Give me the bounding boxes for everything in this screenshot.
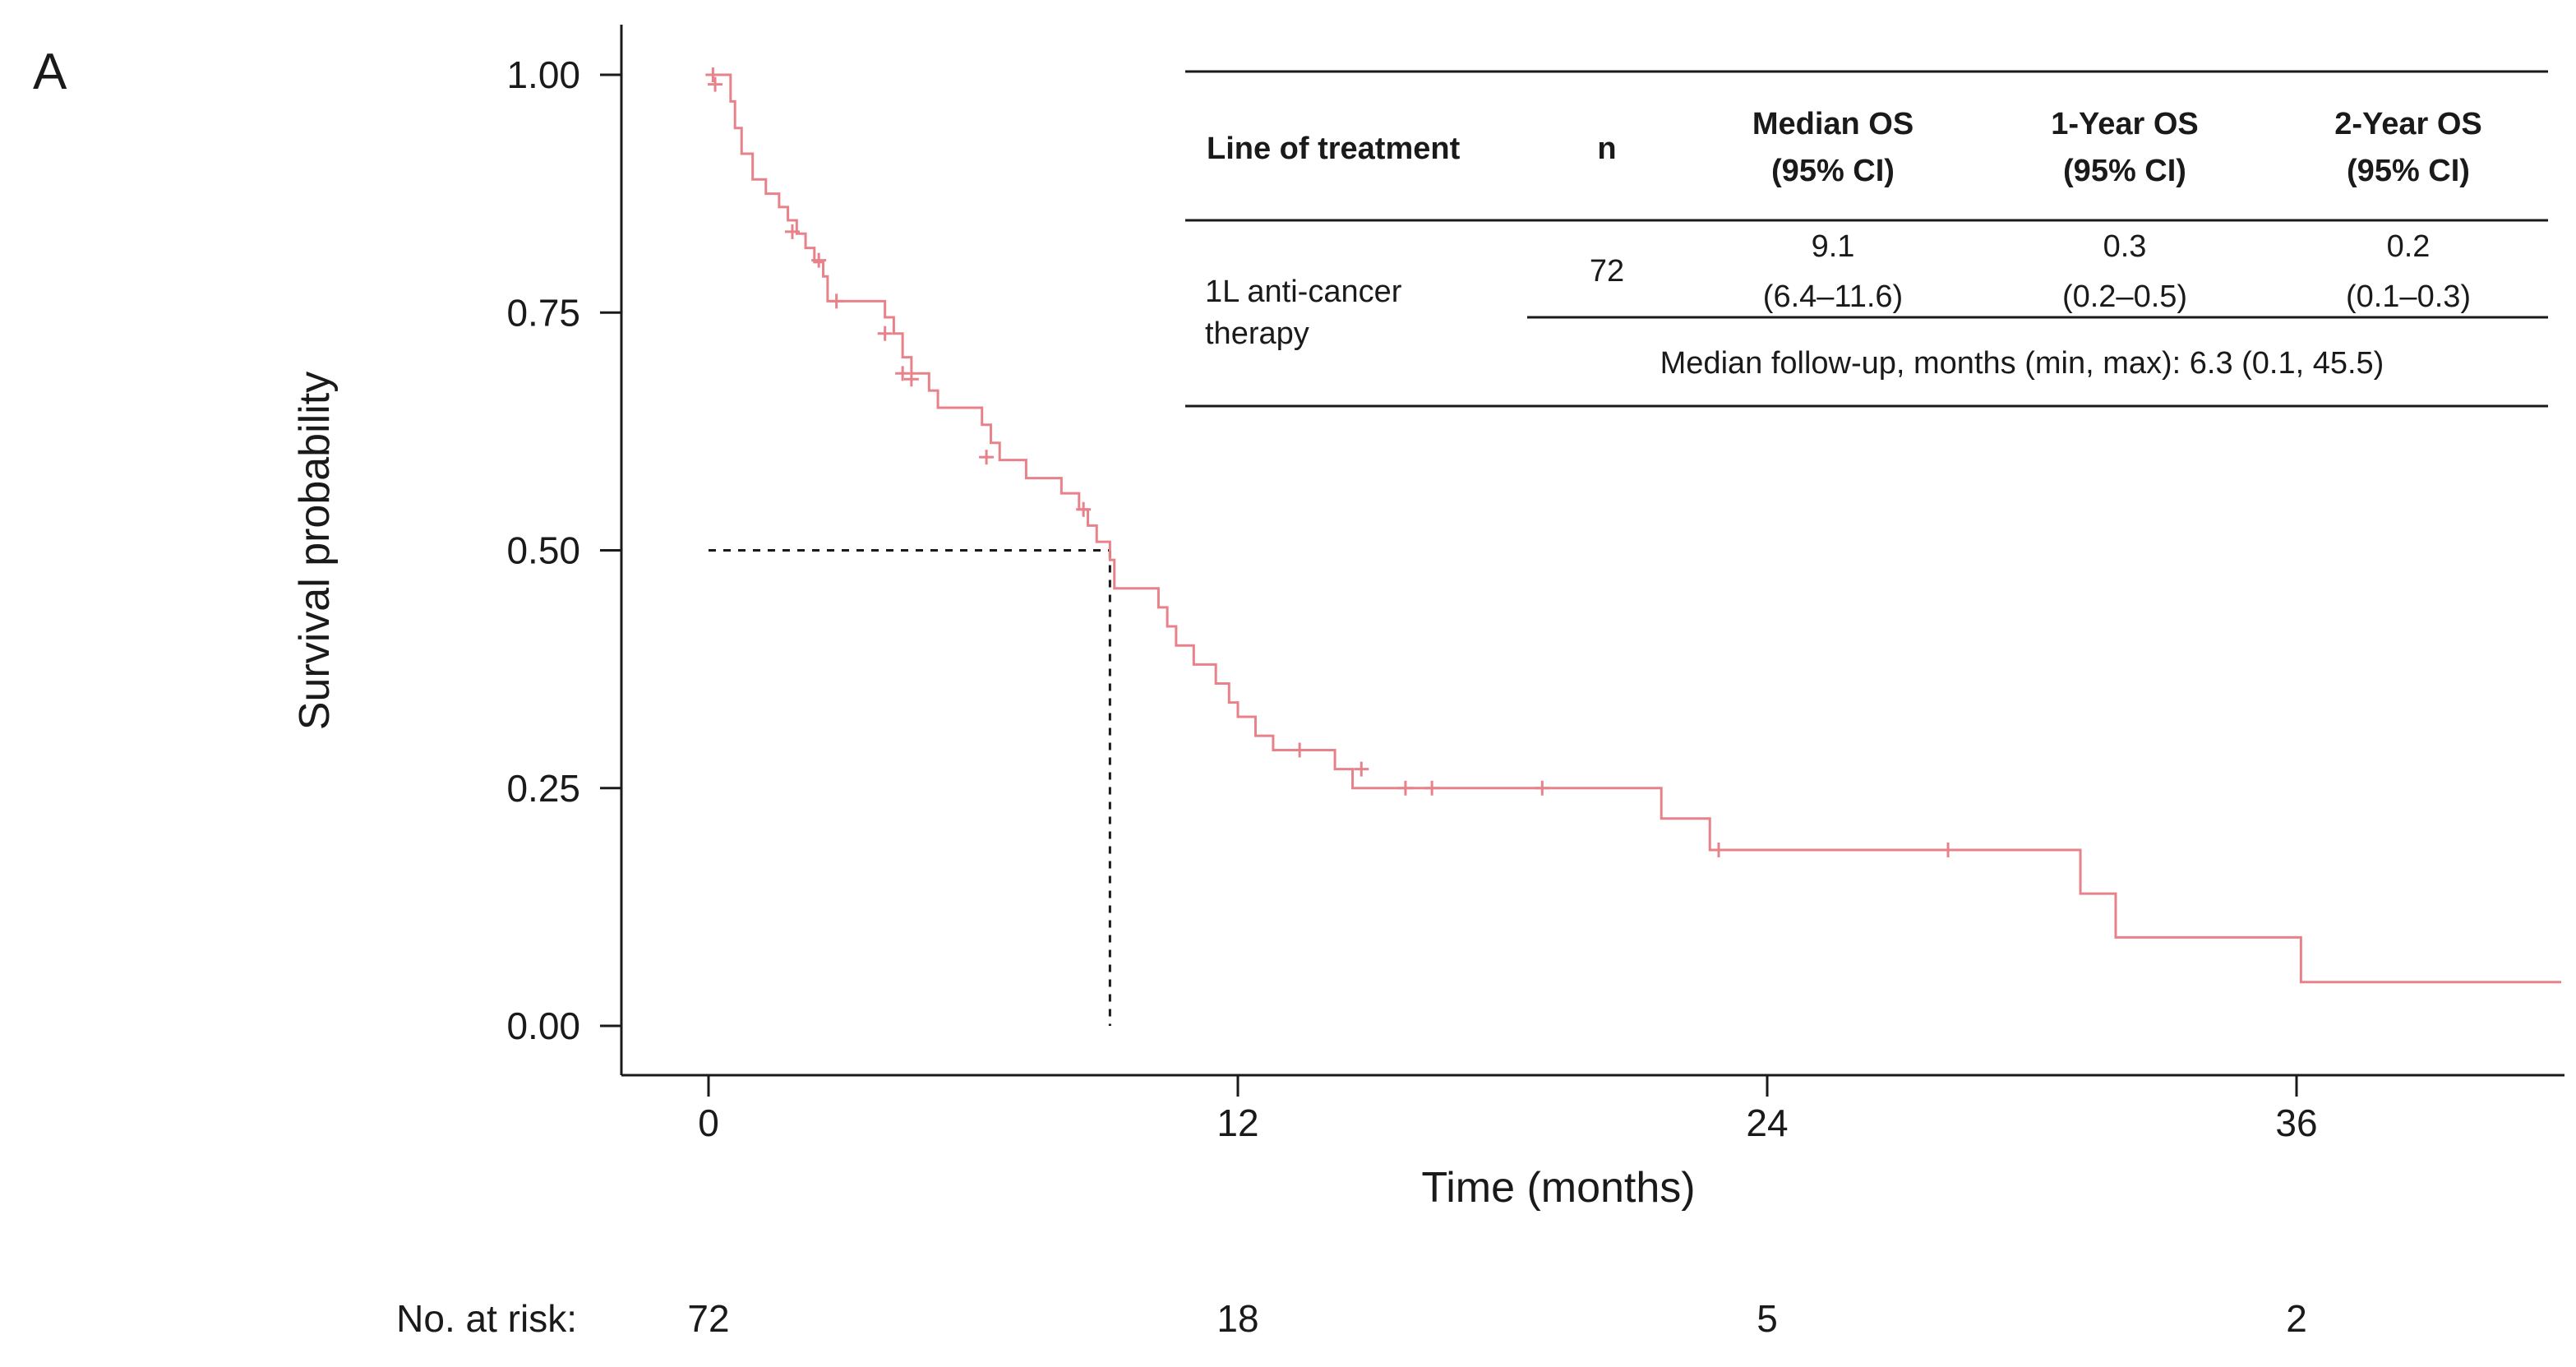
table-header-2-year-os: 2-Year OS (95% CI)	[2334, 107, 2482, 188]
censor-mark	[895, 366, 911, 381]
censor-mark	[1941, 842, 1956, 857]
censor-mark	[1397, 780, 1413, 796]
table-cell-2-year-os: 0.2	[2387, 229, 2431, 264]
censor-mark	[1535, 780, 1550, 796]
y-tick-label: 1.00	[506, 53, 580, 96]
risk-counts: 72 18 5 2	[687, 1297, 2306, 1340]
censor-mark	[784, 224, 800, 239]
table-header-n: n	[1597, 132, 1616, 166]
risk-count: 18	[1216, 1297, 1258, 1340]
x-tick-label: 0	[698, 1101, 719, 1144]
censor-mark	[1076, 501, 1092, 517]
y-axis-title: Survival probability	[291, 372, 339, 730]
censor-mark	[811, 252, 827, 268]
censor-mark	[1424, 780, 1440, 796]
censor-mark	[705, 67, 721, 82]
x-tick-label: 36	[2275, 1101, 2317, 1144]
censor-mark	[903, 372, 919, 387]
y-ticks: 0.00 0.25 0.50 0.75 1.00	[506, 53, 621, 1047]
risk-table-label: No. at risk:	[396, 1297, 577, 1340]
x-axis-title: Time (months)	[1421, 1164, 1695, 1212]
table-cell-1-year-ci: (0.2–0.5)	[2062, 279, 2187, 314]
censor-mark	[829, 293, 844, 309]
x-tick-label: 12	[1216, 1101, 1258, 1144]
censor-mark	[708, 76, 723, 92]
y-tick-label: 0.75	[506, 291, 580, 334]
table-cell-2-year-ci: (0.1–0.3)	[2346, 279, 2471, 314]
table-row-label-line1: 1L anti-cancer	[1205, 275, 1402, 309]
censor-mark	[1354, 761, 1369, 777]
table-header-line-of-treatment: Line of treatment	[1207, 132, 1461, 166]
table-cell-1-year-os: 0.3	[2103, 229, 2147, 264]
y-tick-label: 0.50	[506, 529, 580, 572]
table-follow-up: Median follow-up, months (min, max): 6.3…	[1660, 346, 2384, 381]
risk-count: 72	[687, 1297, 729, 1340]
panel-label: A	[33, 44, 67, 100]
table-cell-median-os: 9.1	[1812, 229, 1855, 264]
y-tick-label: 0.00	[506, 1004, 580, 1047]
table-cell-n: 72	[1590, 254, 1624, 289]
table-header-median-os: Median OS (95% CI)	[1752, 107, 1914, 188]
summary-table: Line of treatment n Median OS (95% CI) 1-…	[1185, 70, 2548, 408]
x-tick-label: 24	[1746, 1101, 1788, 1144]
table-row-label-line2: therapy	[1205, 316, 1309, 351]
table-header-1-year-os: 1-Year OS (95% CI)	[2051, 107, 2199, 188]
censor-mark	[1710, 842, 1726, 857]
y-tick-label: 0.25	[506, 767, 580, 810]
risk-count: 2	[2286, 1297, 2307, 1340]
table-cell-median-ci: (6.4–11.6)	[1763, 279, 1903, 314]
censor-mark	[979, 450, 995, 465]
x-ticks: 0 12 24 36	[698, 1075, 2318, 1144]
survival-curve	[709, 73, 2561, 984]
censor-mark	[877, 326, 893, 341]
survival-series	[705, 67, 2561, 984]
risk-count: 5	[1757, 1297, 1778, 1340]
censor-mark	[1292, 742, 1308, 758]
